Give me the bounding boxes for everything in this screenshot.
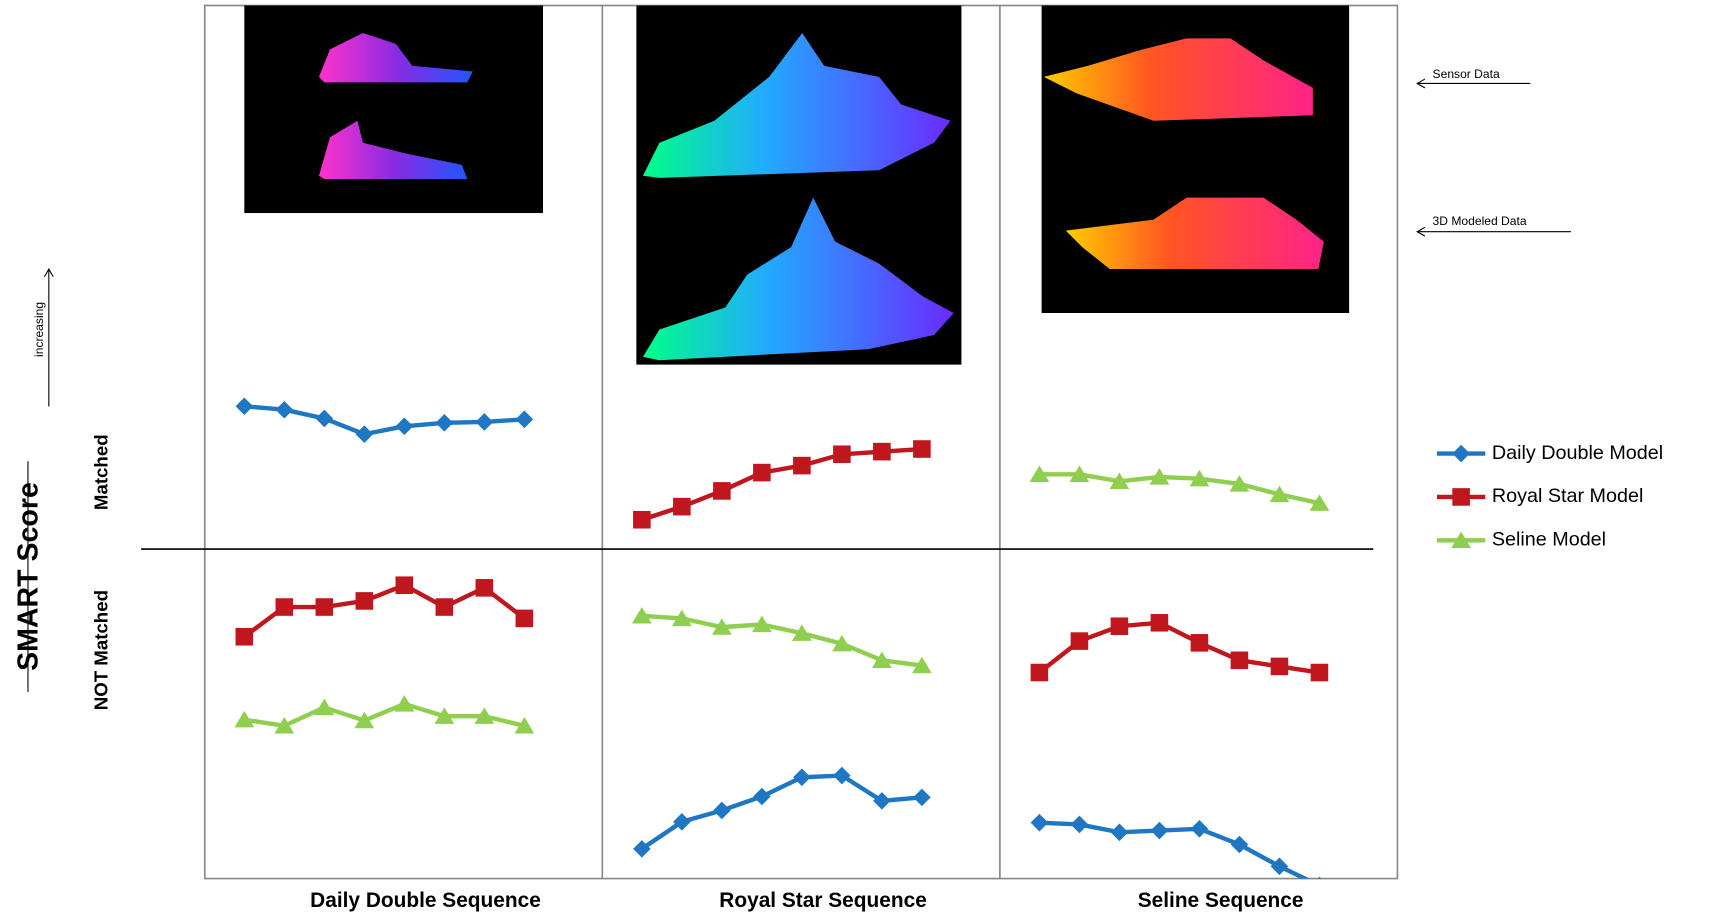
- marker: [1271, 858, 1289, 876]
- marker: [436, 414, 454, 432]
- marker: [356, 592, 374, 610]
- panel-title: Royal Star Sequence: [719, 889, 927, 912]
- marker: [1231, 652, 1249, 670]
- annotation: 3D Modeled Data: [1433, 214, 1527, 228]
- panel-title: Daily Double Sequence: [310, 889, 541, 912]
- region-label: NOT Matched: [91, 590, 112, 710]
- marker: [1311, 664, 1329, 682]
- y-axis-label: SMART Score: [13, 482, 45, 671]
- legend-label: Royal Star Model: [1492, 485, 1643, 507]
- boat-image: [244, 5, 543, 213]
- marker: [1452, 445, 1470, 463]
- marker: [314, 699, 334, 715]
- marker: [236, 397, 254, 415]
- marker: [1111, 617, 1129, 635]
- marker: [516, 610, 534, 628]
- marker: [873, 443, 891, 461]
- marker: [476, 413, 494, 431]
- marker: [753, 464, 771, 482]
- marker: [1151, 822, 1169, 840]
- annotation: Sensor Data: [1433, 67, 1500, 81]
- marker: [476, 579, 494, 597]
- boat-image: [636, 5, 961, 364]
- marker: [913, 789, 931, 807]
- plot-area: [234, 397, 1329, 894]
- marker: [1111, 824, 1129, 842]
- marker: [1031, 664, 1049, 682]
- marker: [913, 440, 931, 458]
- marker: [1311, 877, 1329, 895]
- panel-title: Seline Sequence: [1138, 889, 1304, 912]
- marker: [394, 695, 414, 711]
- marker: [316, 410, 334, 428]
- series-line: [1039, 823, 1319, 886]
- marker: [1191, 820, 1209, 838]
- marker: [673, 498, 691, 516]
- annotation-arrow: [1417, 79, 1571, 236]
- marker: [1452, 488, 1470, 506]
- marker: [1191, 634, 1209, 652]
- marker: [276, 598, 294, 616]
- marker: [633, 511, 651, 529]
- marker: [316, 598, 334, 616]
- page: {"chart_data": { "type": "line", "y_labe…: [0, 0, 1723, 917]
- marker: [753, 788, 771, 806]
- marker: [833, 445, 851, 463]
- legend-label: Daily Double Model: [1492, 442, 1663, 464]
- marker: [396, 576, 414, 594]
- marker: [1071, 632, 1089, 650]
- marker: [516, 411, 534, 429]
- marker: [1151, 614, 1169, 632]
- marker: [436, 598, 454, 616]
- series-line: [642, 776, 922, 849]
- marker: [1071, 816, 1089, 834]
- chart: Sensor Data 3D Modeled Data SMART Score …: [0, 0, 1723, 917]
- marker: [1031, 814, 1049, 832]
- marker: [276, 401, 294, 419]
- marker: [713, 802, 731, 820]
- marker: [793, 457, 811, 475]
- marker: [1231, 836, 1249, 854]
- marker: [396, 418, 414, 436]
- region-label: Matched: [91, 434, 112, 510]
- boat-image: [1042, 5, 1349, 312]
- marker: [1271, 658, 1289, 676]
- marker: [236, 628, 254, 646]
- marker: [713, 482, 731, 500]
- legend-label: Seline Model: [1492, 529, 1606, 551]
- marker: [793, 769, 811, 787]
- marker: [356, 425, 374, 443]
- y-arrow-label: increasing: [32, 302, 46, 357]
